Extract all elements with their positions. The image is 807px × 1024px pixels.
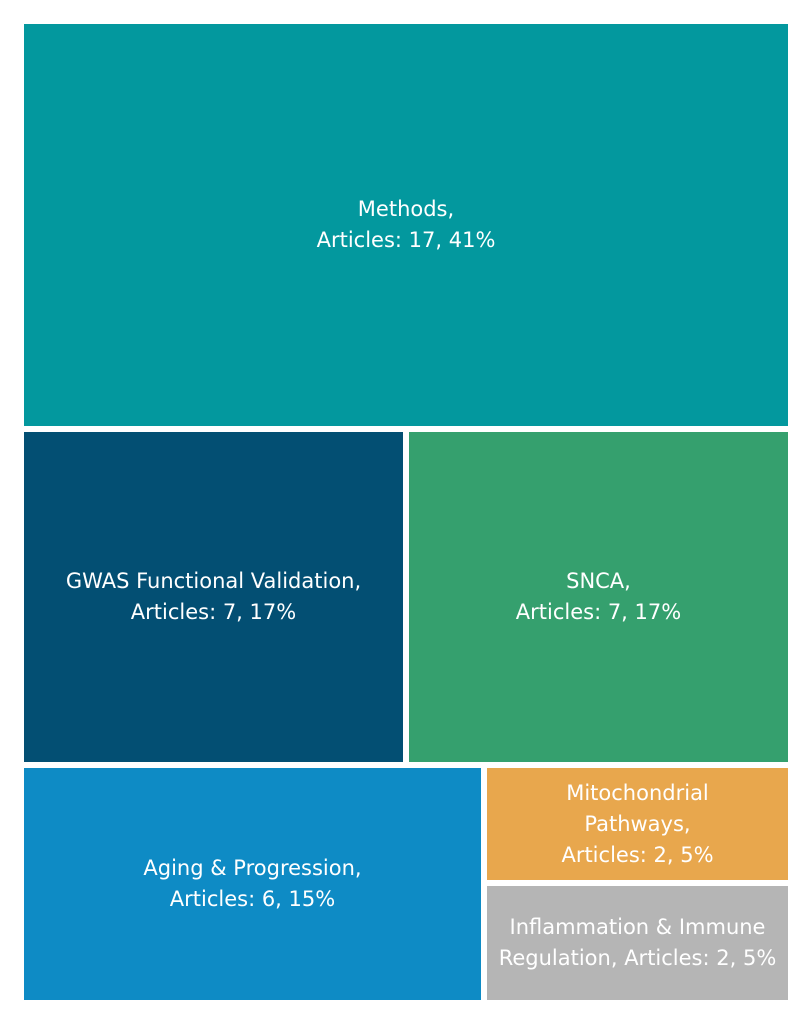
cell-label-mito: Mitochondrial Pathways, Articles: 2, 5% xyxy=(555,778,719,871)
cell-label-methods: Methods, Articles: 17, 41% xyxy=(311,194,502,256)
treemap-cell-mitochondrial-pathways: Mitochondrial Pathways, Articles: 2, 5% xyxy=(487,768,788,880)
cell-label-line: Articles: 7, 17% xyxy=(130,600,297,624)
cell-label-aging: Aging & Progression, Articles: 6, 15% xyxy=(137,853,367,915)
cell-label-snca: SNCA, Articles: 7, 17% xyxy=(510,566,687,628)
treemap-cell-gwas-functional-validation: GWAS Functional Validation, Articles: 7,… xyxy=(24,432,403,762)
cell-label-line: GWAS Functional Validation, xyxy=(65,569,362,593)
cell-label-line: Inflammation & Immune xyxy=(509,915,766,939)
cell-label-line: Regulation, Articles: 2, 5% xyxy=(498,946,777,970)
cell-label-gwas: GWAS Functional Validation, Articles: 7,… xyxy=(60,566,367,628)
cell-label-line: Articles: 17, 41% xyxy=(316,228,496,252)
treemap-cell-snca: SNCA, Articles: 7, 17% xyxy=(409,432,788,762)
treemap-cell-methods: Methods, Articles: 17, 41% xyxy=(24,24,788,426)
cell-label-line: SNCA, xyxy=(566,569,631,593)
cell-label-line: Methods, xyxy=(357,197,455,221)
cell-label-inflammation: Inflammation & Immune Regulation, Articl… xyxy=(493,912,783,974)
cell-label-line: Mitochondrial xyxy=(566,780,709,805)
treemap-cell-aging-progression: Aging & Progression, Articles: 6, 15% xyxy=(24,768,481,1000)
cell-label-line: Articles: 2, 5% xyxy=(561,842,714,867)
treemap-cell-inflammation-immune-regulation: Inflammation & Immune Regulation, Articl… xyxy=(487,886,788,1000)
cell-label-line: Aging & Progression, xyxy=(143,856,362,880)
cell-label-line: Articles: 7, 17% xyxy=(515,600,682,624)
cell-label-line: Articles: 6, 15% xyxy=(169,887,336,911)
cell-label-line: Pathways, xyxy=(584,811,691,836)
